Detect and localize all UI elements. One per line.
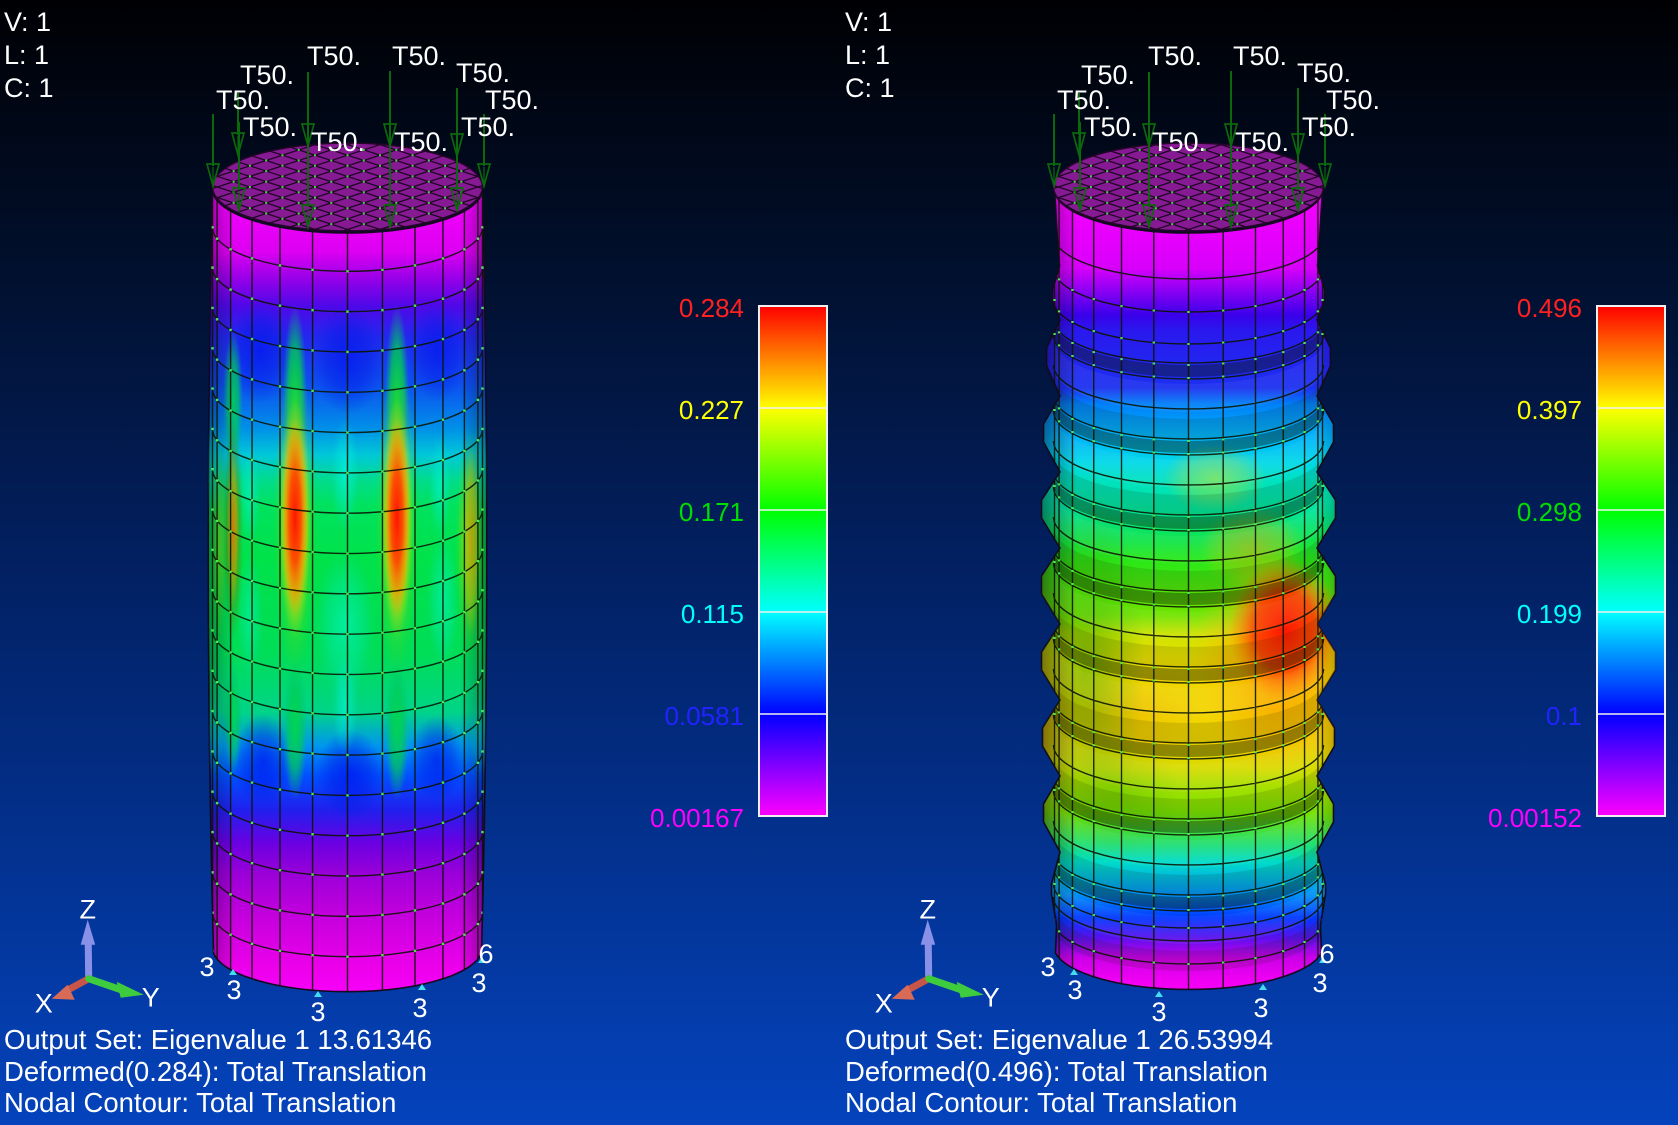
svg-text:6: 6 bbox=[1319, 939, 1334, 969]
svg-text:Deformed(0.496): Total Transla: Deformed(0.496): Total Translation bbox=[845, 1056, 1268, 1087]
svg-text:T50.: T50. bbox=[1297, 58, 1351, 88]
svg-text:0.199: 0.199 bbox=[1517, 599, 1582, 629]
svg-text:3: 3 bbox=[1253, 993, 1268, 1023]
svg-text:L: 1: L: 1 bbox=[845, 40, 890, 70]
svg-text:0.496: 0.496 bbox=[1517, 293, 1582, 323]
svg-text:V: 1: V: 1 bbox=[845, 7, 892, 37]
svg-text:3: 3 bbox=[310, 997, 325, 1027]
svg-text:T50.: T50. bbox=[1057, 85, 1111, 115]
svg-text:0.171: 0.171 bbox=[679, 497, 744, 527]
svg-text:Nodal Contour: Total Translati: Nodal Contour: Total Translation bbox=[845, 1087, 1237, 1118]
svg-text:Output Set: Eigenvalue 1 13.61: Output Set: Eigenvalue 1 13.61346 bbox=[4, 1024, 432, 1055]
svg-text:X: X bbox=[35, 989, 53, 1019]
svg-text:T50.: T50. bbox=[307, 41, 361, 71]
svg-text:3: 3 bbox=[1312, 968, 1327, 998]
svg-text:3: 3 bbox=[199, 952, 214, 982]
svg-text:T50.: T50. bbox=[1084, 112, 1138, 142]
svg-text:T50.: T50. bbox=[1326, 85, 1380, 115]
svg-text:Y: Y bbox=[142, 983, 160, 1013]
svg-text:0.115: 0.115 bbox=[681, 599, 744, 629]
svg-text:0.397: 0.397 bbox=[1517, 395, 1582, 425]
svg-text:3: 3 bbox=[412, 993, 427, 1023]
svg-text:T50.: T50. bbox=[311, 127, 365, 157]
svg-text:0.298: 0.298 bbox=[1517, 497, 1582, 527]
svg-text:T50.: T50. bbox=[1081, 60, 1135, 90]
svg-text:Nodal Contour: Total Translati: Nodal Contour: Total Translation bbox=[4, 1087, 396, 1118]
svg-text:6: 6 bbox=[478, 939, 493, 969]
svg-text:T50.: T50. bbox=[240, 60, 294, 90]
svg-text:3: 3 bbox=[471, 968, 486, 998]
svg-text:T50.: T50. bbox=[243, 112, 297, 142]
svg-text:0.00152: 0.00152 bbox=[1488, 803, 1582, 833]
svg-text:C: 1: C: 1 bbox=[4, 73, 54, 103]
svg-text:T50.: T50. bbox=[392, 41, 446, 71]
svg-text:Output Set: Eigenvalue 1 26.53: Output Set: Eigenvalue 1 26.53994 bbox=[845, 1024, 1273, 1055]
svg-text:C: 1: C: 1 bbox=[845, 73, 895, 103]
svg-text:V: 1: V: 1 bbox=[4, 7, 51, 37]
svg-text:T50.: T50. bbox=[216, 85, 270, 115]
svg-text:3: 3 bbox=[226, 975, 241, 1005]
svg-text:0.284: 0.284 bbox=[679, 293, 744, 323]
svg-text:0.227: 0.227 bbox=[679, 395, 744, 425]
svg-text:T50.: T50. bbox=[1233, 41, 1287, 71]
svg-text:L: 1: L: 1 bbox=[4, 40, 49, 70]
svg-text:X: X bbox=[875, 989, 893, 1019]
svg-text:3: 3 bbox=[1040, 952, 1055, 982]
svg-text:T50.: T50. bbox=[1152, 127, 1206, 157]
svg-text:0.1: 0.1 bbox=[1546, 701, 1582, 731]
svg-text:3: 3 bbox=[1151, 997, 1166, 1027]
svg-text:T50.: T50. bbox=[1302, 112, 1356, 142]
svg-text:Deformed(0.284): Total Transla: Deformed(0.284): Total Translation bbox=[4, 1056, 427, 1087]
svg-text:T50.: T50. bbox=[1148, 41, 1202, 71]
svg-text:0.00167: 0.00167 bbox=[650, 803, 744, 833]
svg-text:T50.: T50. bbox=[394, 127, 448, 157]
svg-text:T50.: T50. bbox=[485, 85, 539, 115]
svg-text:T50.: T50. bbox=[456, 58, 510, 88]
svg-text:0.0581: 0.0581 bbox=[664, 701, 744, 731]
svg-text:3: 3 bbox=[1067, 975, 1082, 1005]
svg-text:Z: Z bbox=[79, 895, 96, 925]
svg-text:Y: Y bbox=[982, 983, 1000, 1013]
svg-text:T50.: T50. bbox=[1235, 127, 1289, 157]
svg-text:Z: Z bbox=[919, 895, 936, 925]
svg-text:T50.: T50. bbox=[461, 112, 515, 142]
